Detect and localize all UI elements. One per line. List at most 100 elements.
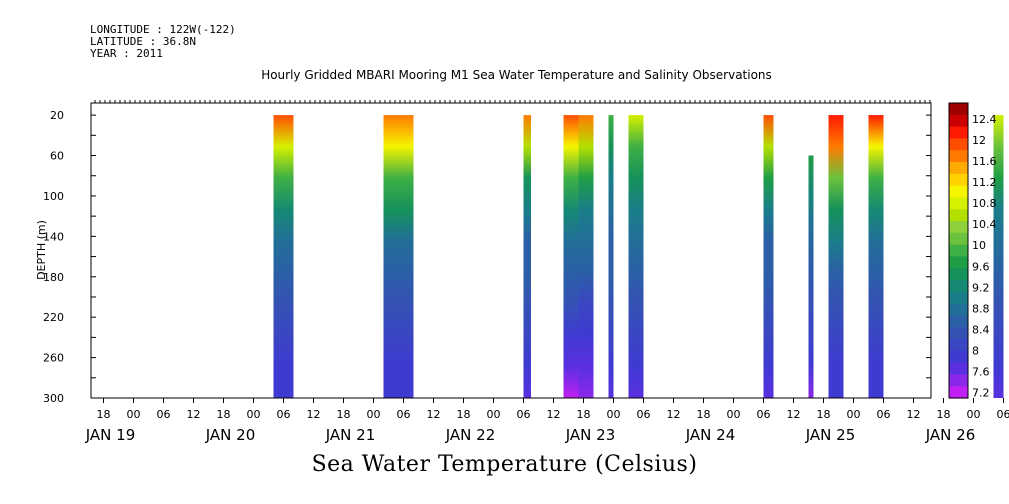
x-hour-label: 18 — [817, 408, 831, 421]
data-column — [383, 115, 414, 398]
y-tick-labels: 20 60 100 140 180 220 260 300 — [43, 109, 64, 405]
y-tick-label: 220 — [43, 311, 64, 324]
x-hour-label: 12 — [307, 408, 321, 421]
x-hour-label: 12 — [667, 408, 681, 421]
x-hour-label: 00 — [127, 408, 141, 421]
x-hour-label: 12 — [427, 408, 441, 421]
x-hour-label: 12 — [787, 408, 801, 421]
data-column — [993, 115, 1004, 398]
colorbar-swatch — [949, 315, 968, 328]
y-tick-label: 260 — [43, 352, 64, 365]
x-hour-label: 00 — [367, 408, 381, 421]
colorbar-swatch — [949, 386, 968, 399]
colorbar-swatch — [949, 150, 968, 163]
colorbar-swatch — [949, 374, 968, 387]
colorbar-label: 10.8 — [972, 197, 997, 210]
colorbar-swatch — [949, 209, 968, 222]
year-label: YEAR : 2011 — [90, 47, 163, 60]
colorbar-swatch — [949, 268, 968, 281]
x-hour-label: 06 — [397, 408, 411, 421]
colorbar-swatch — [949, 232, 968, 246]
x-hour-label: 00 — [487, 408, 501, 421]
colorbar-swatch — [949, 221, 968, 234]
y-tick-label: 100 — [43, 190, 64, 203]
x-hour-label: 06 — [277, 408, 291, 421]
y-tick-label: 180 — [43, 271, 64, 284]
data-column — [828, 115, 844, 398]
colorbar-swatch — [949, 138, 968, 151]
data-column — [763, 115, 774, 398]
colorbar-label: 8 — [972, 345, 979, 358]
colorbar-swatch — [949, 350, 968, 364]
data-column — [273, 115, 294, 398]
x-hour-label: 18 — [217, 408, 231, 421]
colorbar-label: 9.2 — [972, 281, 990, 294]
x-hour-label: 00 — [847, 408, 861, 421]
data-column — [808, 155, 814, 398]
data-column — [563, 115, 579, 398]
colorbar-label: 12.4 — [972, 113, 997, 126]
x-day-label: JAN 20 — [205, 426, 256, 444]
x-day-labels: JAN 19 JAN 20 JAN 21 JAN 22 JAN 23 JAN 24 JAN … — [85, 426, 976, 444]
x-hour-label: 00 — [727, 408, 741, 421]
colorbar-swatch — [949, 103, 968, 116]
colorbar-label: 8.8 — [972, 302, 990, 315]
x-hour-labels: 18 00 06 12 18 00 06 12 18 00 06 12 18 00 06 12 18 00 06 12… — [97, 408, 1009, 421]
x-hour-label: 12 — [907, 408, 921, 421]
colorbar-swatch — [949, 126, 968, 139]
colorbar-swatch — [949, 114, 968, 128]
x-hour-label: 06 — [637, 408, 651, 421]
y-tick-label: 20 — [50, 109, 64, 122]
x-hour-label: 00 — [247, 408, 261, 421]
x-hour-label: 18 — [97, 408, 111, 421]
x-hour-label: 18 — [337, 408, 351, 421]
colorbar-swatch — [949, 303, 968, 316]
x-day-label: JAN 22 — [445, 426, 496, 444]
axis-ticks — [91, 100, 1004, 403]
colorbar-label: 10.4 — [972, 218, 997, 231]
x-day-label: JAN 21 — [325, 426, 376, 444]
x-hour-label: 06 — [877, 408, 891, 421]
x-day-label: JAN 25 — [805, 426, 856, 444]
x-hour-label: 18 — [457, 408, 471, 421]
colorbar-swatch — [949, 185, 968, 198]
colorbar-swatch — [949, 291, 968, 305]
colorbar-swatch — [949, 339, 968, 352]
data-column — [578, 115, 594, 398]
colorbar-label: 10 — [972, 239, 986, 252]
x-hour-label: 06 — [757, 408, 771, 421]
data-column — [608, 115, 614, 398]
data-column — [868, 115, 884, 398]
x-day-label: JAN 26 — [925, 426, 976, 444]
colorbar-label: 7.6 — [972, 366, 990, 379]
x-hour-label: 12 — [547, 408, 561, 421]
data-column — [628, 115, 644, 398]
chart-title: Hourly Gridded MBARI Mooring M1 Sea Wate… — [261, 68, 772, 82]
x-hour-label: 06 — [997, 408, 1009, 421]
x-hour-label: 18 — [577, 408, 591, 421]
x-hour-label: 12 — [187, 408, 201, 421]
x-hour-label: 18 — [697, 408, 711, 421]
colorbar-label: 7.2 — [972, 387, 990, 400]
colorbar-swatch — [949, 162, 968, 175]
x-hour-label: 18 — [937, 408, 951, 421]
colorbar-swatch — [949, 197, 968, 210]
y-tick-label: 140 — [43, 230, 64, 243]
colorbar-legend: 12.4 12 11.6 11.2 10.8 10.4 10 9.6 9.2 8.8 8.4 8 7.6… — [948, 102, 997, 400]
colorbar-swatch — [949, 327, 968, 340]
x-hour-label: 06 — [157, 408, 171, 421]
colorbar-swatch — [949, 173, 968, 187]
y-tick-label: 300 — [43, 392, 64, 405]
data-columns — [273, 115, 1004, 398]
x-hour-label: 00 — [607, 408, 621, 421]
x-day-label: JAN 24 — [685, 426, 736, 444]
colorbar-label: 11.6 — [972, 155, 997, 168]
colorbar-swatch — [949, 362, 968, 375]
latitude-label: LATITUDE : 36.8N — [90, 35, 196, 48]
plot-frame — [90, 102, 932, 399]
x-hour-label: 06 — [517, 408, 531, 421]
longitude-label: LONGITUDE : 122W(-122) — [90, 23, 236, 36]
colorbar-swatch — [949, 280, 968, 293]
colorbar-label: 11.2 — [972, 176, 997, 189]
